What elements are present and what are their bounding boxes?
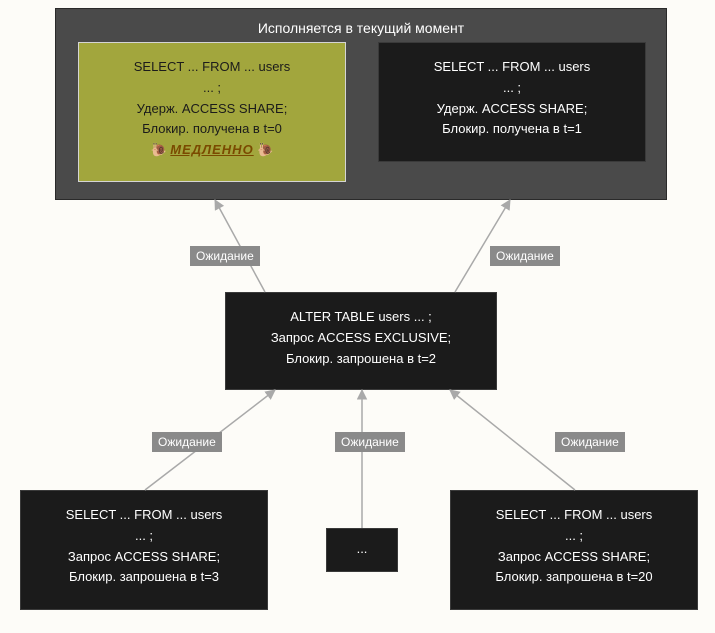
node-select-t0-slow: SELECT ... FROM ... users ... ; Удерж. A… (78, 42, 346, 182)
node-ellipsis: ... (326, 528, 398, 572)
node-line: ... ; (389, 78, 635, 99)
edge-label: Ожидание (152, 432, 222, 452)
node-line: ... (327, 539, 397, 560)
node-line: ... ; (461, 526, 687, 547)
node-line: Запрос ACCESS SHARE; (31, 547, 257, 568)
slow-badge: 🐌 МЕДЛЕННО 🐌 (89, 140, 335, 161)
edge-label: Ожидание (490, 246, 560, 266)
node-select-t1: SELECT ... FROM ... users ... ; Удерж. A… (378, 42, 646, 162)
edge-label: Ожидание (335, 432, 405, 452)
node-line: Запрос ACCESS EXCLUSIVE; (236, 328, 486, 349)
node-line: Блокир. получена в t=0 (89, 119, 335, 140)
node-line: ... ; (89, 78, 335, 99)
node-line: SELECT ... FROM ... users (89, 57, 335, 78)
node-line: Блокир. запрошена в t=20 (461, 567, 687, 588)
node-line: Удерж. ACCESS SHARE; (389, 99, 635, 120)
node-line: SELECT ... FROM ... users (461, 505, 687, 526)
node-line: ALTER TABLE users ... ; (236, 307, 486, 328)
container-title: Исполняется в текущий момент (56, 9, 666, 45)
node-select-t20: SELECT ... FROM ... users ... ; Запрос A… (450, 490, 698, 610)
node-line: Запрос ACCESS SHARE; (461, 547, 687, 568)
snail-icon: 🐌 (257, 142, 273, 157)
node-line: Блокир. запрошена в t=2 (236, 349, 486, 370)
edge-label: Ожидание (555, 432, 625, 452)
node-line: Удерж. ACCESS SHARE; (89, 99, 335, 120)
slow-label: МЕДЛЕННО (170, 142, 253, 157)
node-alter-t2: ALTER TABLE users ... ; Запрос ACCESS EX… (225, 292, 497, 390)
node-line: Блокир. получена в t=1 (389, 119, 635, 140)
snail-icon: 🐌 (150, 142, 166, 157)
edge-label: Ожидание (190, 246, 260, 266)
node-line: ... ; (31, 526, 257, 547)
node-line: SELECT ... FROM ... users (31, 505, 257, 526)
node-line: SELECT ... FROM ... users (389, 57, 635, 78)
node-select-t3: SELECT ... FROM ... users ... ; Запрос A… (20, 490, 268, 610)
node-line: Блокир. запрошена в t=3 (31, 567, 257, 588)
